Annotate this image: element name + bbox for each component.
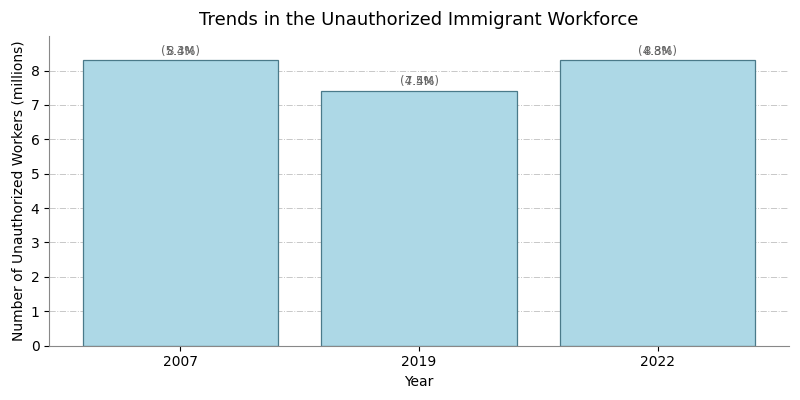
Text: (4.5%): (4.5%) — [399, 60, 438, 88]
Y-axis label: Number of Unauthorized Workers (millions): Number of Unauthorized Workers (millions… — [11, 41, 25, 341]
Text: (4.8%): (4.8%) — [638, 30, 677, 58]
Bar — [82, 60, 278, 346]
Text: (5.4%): (5.4%) — [161, 30, 200, 58]
Bar — [560, 60, 755, 346]
Text: 8.3M: 8.3M — [166, 44, 195, 58]
X-axis label: Year: Year — [404, 375, 434, 389]
Text: 7.4M: 7.4M — [405, 76, 434, 88]
Title: Trends in the Unauthorized Immigrant Workforce: Trends in the Unauthorized Immigrant Wor… — [199, 11, 638, 29]
Text: 8.3M: 8.3M — [643, 44, 672, 58]
Bar — [322, 91, 517, 346]
